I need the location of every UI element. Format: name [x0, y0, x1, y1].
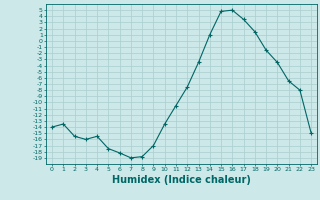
X-axis label: Humidex (Indice chaleur): Humidex (Indice chaleur)	[112, 175, 251, 185]
